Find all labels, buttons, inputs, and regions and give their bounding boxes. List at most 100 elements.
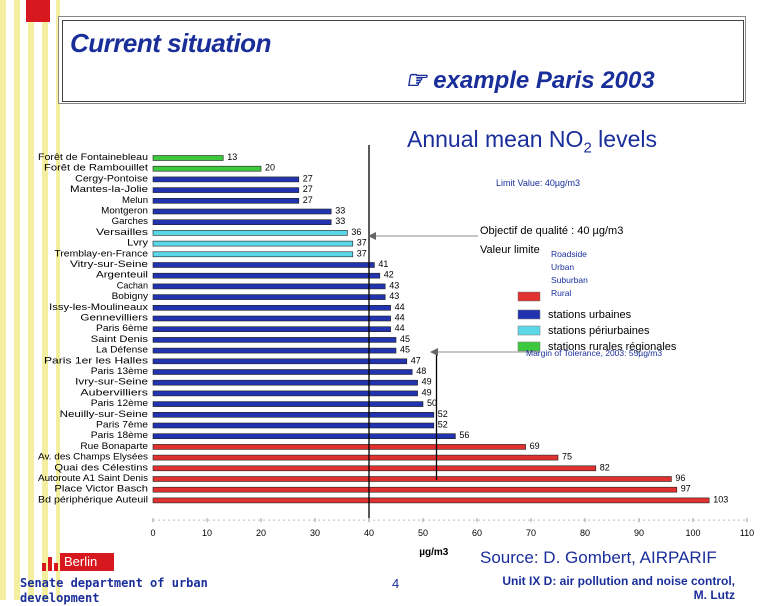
category-label: Bobigny <box>112 291 149 302</box>
bar-value: 36 <box>351 227 361 237</box>
category-label: Mantes-la-Jolie <box>70 184 148 195</box>
bar-value: 75 <box>562 452 572 462</box>
red-corner-square <box>26 0 50 22</box>
slide-title: Current situation <box>70 28 271 58</box>
footer-author: M. Lutz <box>693 588 735 602</box>
legend-fr-label: stations urbaines <box>548 309 632 321</box>
chart-title: Annual mean NO2 levels <box>407 126 657 157</box>
x-tick-label: 0 <box>150 528 155 538</box>
category-label: Paris 18ème <box>91 430 148 441</box>
category-label: Garches <box>112 216 149 227</box>
category-label: Versailles <box>96 227 148 238</box>
bar-27 <box>152 444 526 450</box>
category-label: Aubervilliers <box>80 387 148 398</box>
bar-value: 43 <box>389 291 399 301</box>
x-tick-label: 70 <box>526 528 536 538</box>
x-tick-label: 50 <box>418 528 428 538</box>
bar-10 <box>152 262 375 268</box>
bar-value: 47 <box>411 355 421 365</box>
bar-12 <box>152 283 386 290</box>
page-number: 4 <box>392 576 400 591</box>
berlin-logo: Berlin <box>20 553 120 571</box>
bar-19 <box>152 358 408 365</box>
category-label: Montgeron <box>101 206 148 217</box>
bar-16 <box>152 326 391 333</box>
bar-value: 42 <box>384 270 394 280</box>
footer-department: Senate department of urban development <box>20 576 208 605</box>
category-label: Paris 13ème <box>91 366 148 377</box>
legend-swatch-3 <box>517 341 541 352</box>
x-tick-label: 90 <box>634 528 644 538</box>
category-label: Paris 7ème <box>96 420 148 431</box>
bar-20 <box>152 369 413 375</box>
source-text: Source: D. Gombert, AIRPARIF <box>480 548 717 567</box>
bar-value: 33 <box>335 216 345 226</box>
bar-value: 96 <box>675 473 685 483</box>
category-label: Paris 12ème <box>91 398 148 409</box>
bar-18 <box>152 347 397 354</box>
bar-value: 37 <box>357 238 367 248</box>
bar-8 <box>152 240 354 247</box>
bar-value: 56 <box>459 430 469 440</box>
category-label: Cachan <box>117 280 148 291</box>
category-label: Neuilly-sur-Seine <box>60 409 148 420</box>
bar-6 <box>152 219 332 225</box>
category-label: Saint Denis <box>91 334 148 345</box>
category-label: Quai des Célestins <box>54 462 148 473</box>
bar-17 <box>152 337 397 343</box>
limit-value-label: Limit Value: 40µg/m3 <box>496 178 580 188</box>
bar-value: 103 <box>713 494 728 504</box>
legend-fr-label: stations rurales régionales <box>548 341 677 353</box>
bar-value: 50 <box>427 398 437 408</box>
slide-subtitle: ☞ example Paris 2003 <box>405 66 655 95</box>
legend-swatch-1 <box>517 309 541 320</box>
category-label: Cergy-Pontoise <box>75 173 148 184</box>
pointing-hand-icon: ☞ <box>405 67 427 94</box>
category-label: Rue Bonaparte <box>80 441 148 452</box>
category-label: Paris 6ème <box>96 323 148 334</box>
bar-2 <box>152 176 300 183</box>
bar-value: 52 <box>438 409 448 419</box>
bar-value: 27 <box>303 173 313 183</box>
x-tick-label: 20 <box>256 528 266 538</box>
bar-value: 44 <box>395 313 405 323</box>
category-label: Forêt de Rambouillet <box>44 163 148 174</box>
category-label: La Défense <box>96 345 148 356</box>
bar-9 <box>152 251 354 258</box>
bar-32 <box>152 497 710 504</box>
category-label: Place Victor Basch <box>54 484 148 495</box>
bar-value: 37 <box>357 248 367 258</box>
title-frame <box>58 16 746 104</box>
bar-value: 52 <box>438 420 448 430</box>
category-label: Autoroute A1 Saint Denis <box>38 473 148 484</box>
title-frame-inner <box>62 20 744 102</box>
bar-14 <box>152 304 391 311</box>
bar-value: 97 <box>681 484 691 494</box>
legend-fr-label: stations périurbaines <box>548 325 650 337</box>
bar-value: 44 <box>395 323 405 333</box>
legend-en-label: Urban <box>551 262 574 272</box>
category-label: Argenteuil <box>96 270 148 281</box>
bar-value: 69 <box>530 441 540 451</box>
bar-7 <box>152 230 348 236</box>
bar-0 <box>152 155 224 161</box>
bar-value: 33 <box>335 206 345 216</box>
legend-en-label: Suburban <box>551 275 588 285</box>
x-tick-label: 40 <box>364 528 374 538</box>
quality-objective-label: Objectif de qualité : 40 µg/m3 <box>480 225 623 237</box>
x-tick-label: 10 <box>202 528 212 538</box>
bar-value: 82 <box>600 462 610 472</box>
bar-value: 41 <box>378 259 388 269</box>
category-label: Bd périphérique Auteuil <box>38 494 148 505</box>
x-axis-label: µg/m3 <box>419 547 449 558</box>
bar-13 <box>152 294 386 300</box>
bar-5 <box>152 208 332 215</box>
decorative-stripes <box>0 0 60 600</box>
category-label: Tremblay-en-France <box>54 248 148 259</box>
category-label: Lvry <box>127 238 148 249</box>
bar-value: 45 <box>400 334 410 344</box>
bar-30 <box>152 476 672 482</box>
bar-25 <box>152 422 435 429</box>
x-tick-label: 60 <box>472 528 482 538</box>
